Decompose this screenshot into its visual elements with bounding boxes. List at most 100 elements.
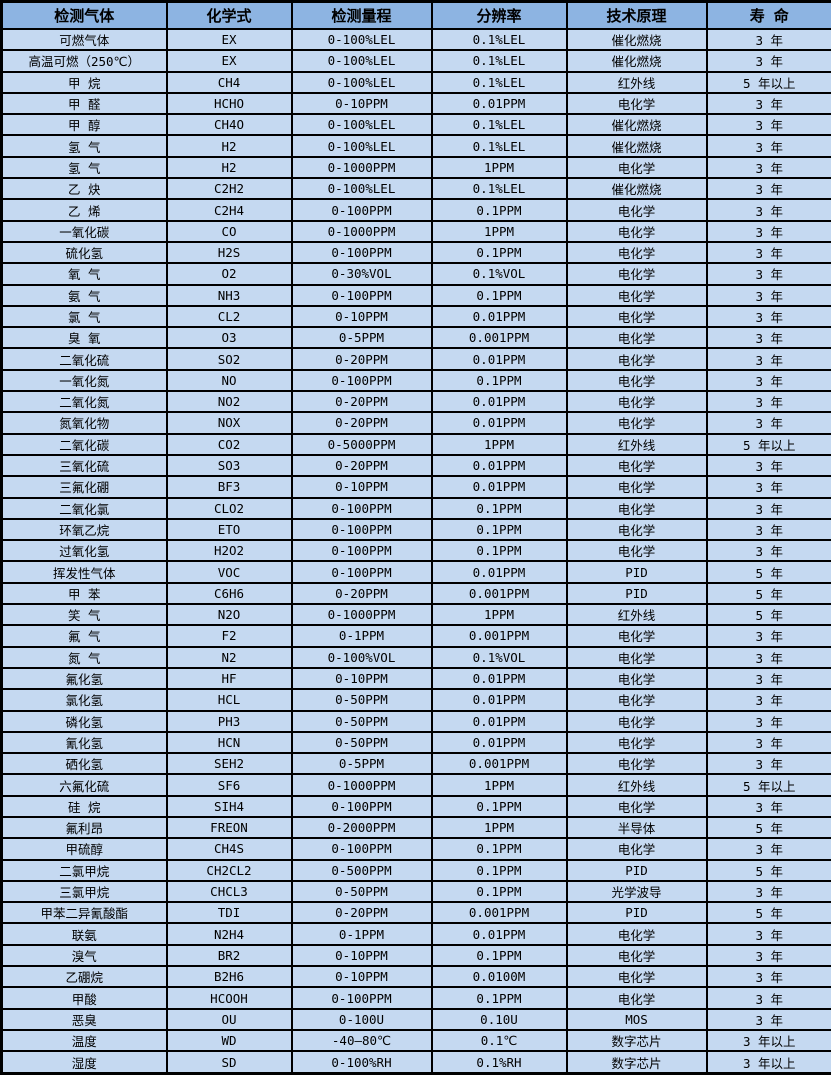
table-row: 氯 气 CL2 0-10PPM 0.01PPM 电化学 3 年 — [0, 304, 831, 329]
cell-technology: 电化学 — [565, 709, 708, 733]
cell-lifespan: 5 年 — [705, 581, 831, 606]
cell-chemical-formula: N2H4 — [165, 922, 293, 946]
cell-technology: 电化学 — [565, 645, 708, 669]
cell-technology: 电化学 — [565, 91, 708, 116]
cell-technology: 红外线 — [565, 603, 708, 627]
cell-lifespan: 3 年 — [705, 794, 831, 818]
cell-chemical-formula: PH3 — [165, 709, 293, 733]
cell-lifespan: 3 年 — [705, 965, 831, 989]
table-row: 甲 烷 CH4 0-100%LEL 0.1%LEL 红外线 5 年以上 — [0, 70, 831, 94]
cell-gas-name: 挥发性气体 — [0, 560, 168, 584]
cell-detection-range: 0-20PPM — [290, 453, 433, 478]
cell-lifespan: 3 年 — [705, 262, 831, 286]
cell-resolution: 0.001PPM — [430, 901, 568, 925]
header-row: 检测气体 化学式 检测量程 分辨率 技术原理 寿 命 — [0, 0, 831, 30]
table-row: 恶臭 OU 0-100U 0.10U MOS 3 年 — [0, 1007, 831, 1031]
cell-chemical-formula: CH4 — [165, 70, 293, 94]
table-row: 三氧化硫 SO3 0-20PPM 0.01PPM 电化学 3 年 — [0, 453, 831, 478]
cell-lifespan: 3 年 — [705, 283, 831, 307]
table-row: 硫化氢 H2S 0-100PPM 0.1PPM 电化学 3 年 — [0, 240, 831, 265]
cell-technology: 电化学 — [565, 986, 708, 1010]
cell-detection-range: 0-100PPM — [290, 517, 433, 542]
cell-technology: PID — [565, 560, 708, 584]
cell-resolution: 0.1%LEL — [430, 49, 568, 73]
cell-chemical-formula: NOX — [165, 411, 293, 435]
cell-lifespan: 3 年 — [705, 91, 831, 116]
table-row: 硒化氢 SEH2 0-5PPM 0.001PPM 电化学 3 年 — [0, 752, 831, 776]
cell-detection-range: 0-20PPM — [290, 411, 433, 435]
cell-lifespan: 3 年 — [705, 219, 831, 243]
cell-detection-range: 0-100U — [290, 1007, 433, 1031]
cell-chemical-formula: C6H6 — [165, 581, 293, 606]
cell-detection-range: 0-100PPM — [290, 539, 433, 563]
cell-gas-name: 二氧化氮 — [0, 390, 168, 414]
cell-resolution: 0.1%LEL — [430, 113, 568, 137]
table-row: 二氧化氯 CLO2 0-100PPM 0.1PPM 电化学 3 年 — [0, 496, 831, 520]
table-row: 甲 醛 HCHO 0-10PPM 0.01PPM 电化学 3 年 — [0, 91, 831, 116]
table-row: 一氧化碳 CO 0-1000PPM 1PPM 电化学 3 年 — [0, 219, 831, 243]
cell-detection-range: 0-100%LEL — [290, 134, 433, 158]
table-row: 氟化氢 HF 0-10PPM 0.01PPM 电化学 3 年 — [0, 666, 831, 691]
table-row: 氢 气 H2 0-100%LEL 0.1%LEL 催化燃烧 3 年 — [0, 134, 831, 158]
cell-detection-range: 0-100PPM — [290, 794, 433, 818]
cell-chemical-formula: CLO2 — [165, 496, 293, 520]
cell-lifespan: 5 年以上 — [705, 70, 831, 94]
cell-chemical-formula: SF6 — [165, 773, 293, 797]
col-header-detection-range: 检测量程 — [290, 0, 433, 30]
cell-gas-name: 甲 醇 — [0, 113, 168, 137]
cell-chemical-formula: EX — [165, 49, 293, 73]
cell-lifespan: 3 年 — [705, 624, 831, 648]
cell-resolution: 1PPM — [430, 432, 568, 456]
cell-gas-name: 高温可燃（250℃） — [0, 49, 168, 73]
table-row: 氟 气 F2 0-1PPM 0.001PPM 电化学 3 年 — [0, 624, 831, 648]
cell-lifespan: 3 年 — [705, 177, 831, 201]
table-row: 甲 苯 C6H6 0-20PPM 0.001PPM PID 5 年 — [0, 581, 831, 606]
table-row: 三氯甲烷 CHCL3 0-50PPM 0.1PPM 光学波导 3 年 — [0, 879, 831, 904]
cell-gas-name: 乙 烯 — [0, 198, 168, 222]
cell-lifespan: 3 年 — [705, 390, 831, 414]
table-row: 氯化氢 HCL 0-50PPM 0.01PPM 电化学 3 年 — [0, 688, 831, 712]
cell-resolution: 0.1PPM — [430, 496, 568, 520]
cell-lifespan: 3 年 — [705, 155, 831, 180]
cell-technology: 催化燃烧 — [565, 49, 708, 73]
cell-resolution: 0.1PPM — [430, 517, 568, 542]
cell-technology: 电化学 — [565, 794, 708, 818]
cell-gas-name: 三氧化硫 — [0, 453, 168, 478]
cell-gas-name: 恶臭 — [0, 1007, 168, 1031]
cell-resolution: 0.01PPM — [430, 411, 568, 435]
cell-detection-range: 0-1000PPM — [290, 773, 433, 797]
cell-technology: 电化学 — [565, 155, 708, 180]
cell-resolution: 0.1PPM — [430, 368, 568, 393]
cell-resolution: 0.1PPM — [430, 858, 568, 882]
cell-resolution: 0.1PPM — [430, 794, 568, 818]
cell-gas-name: 二氯甲烷 — [0, 858, 168, 882]
cell-resolution: 0.01PPM — [430, 304, 568, 329]
cell-resolution: 0.1%VOL — [430, 262, 568, 286]
cell-resolution: 0.0100M — [430, 965, 568, 989]
cell-lifespan: 3 年 — [705, 326, 831, 350]
cell-chemical-formula: BF3 — [165, 475, 293, 499]
cell-lifespan: 5 年 — [705, 815, 831, 840]
cell-gas-name: 可燃气体 — [0, 27, 168, 52]
col-header-gas-name: 检测气体 — [0, 0, 168, 30]
cell-resolution: 0.1%LEL — [430, 134, 568, 158]
table-row: 磷化氢 PH3 0-50PPM 0.01PPM 电化学 3 年 — [0, 709, 831, 733]
cell-chemical-formula: TDI — [165, 901, 293, 925]
cell-technology: 电化学 — [565, 283, 708, 307]
cell-gas-name: 三氟化硼 — [0, 475, 168, 499]
cell-resolution: 0.1PPM — [430, 986, 568, 1010]
cell-gas-name: 氢 气 — [0, 155, 168, 180]
cell-technology: 数字芯片 — [565, 1028, 708, 1053]
cell-technology: 电化学 — [565, 262, 708, 286]
cell-gas-name: 二氧化氯 — [0, 496, 168, 520]
table-row: 氰化氢 HCN 0-50PPM 0.01PPM 电化学 3 年 — [0, 730, 831, 755]
cell-chemical-formula: EX — [165, 27, 293, 52]
cell-lifespan: 3 年 — [705, 688, 831, 712]
cell-technology: PID — [565, 901, 708, 925]
cell-gas-name: 氟化氢 — [0, 666, 168, 691]
cell-technology: 红外线 — [565, 432, 708, 456]
cell-lifespan: 3 年 — [705, 922, 831, 946]
cell-lifespan: 3 年 — [705, 27, 831, 52]
cell-chemical-formula: WD — [165, 1028, 293, 1053]
cell-chemical-formula: F2 — [165, 624, 293, 648]
